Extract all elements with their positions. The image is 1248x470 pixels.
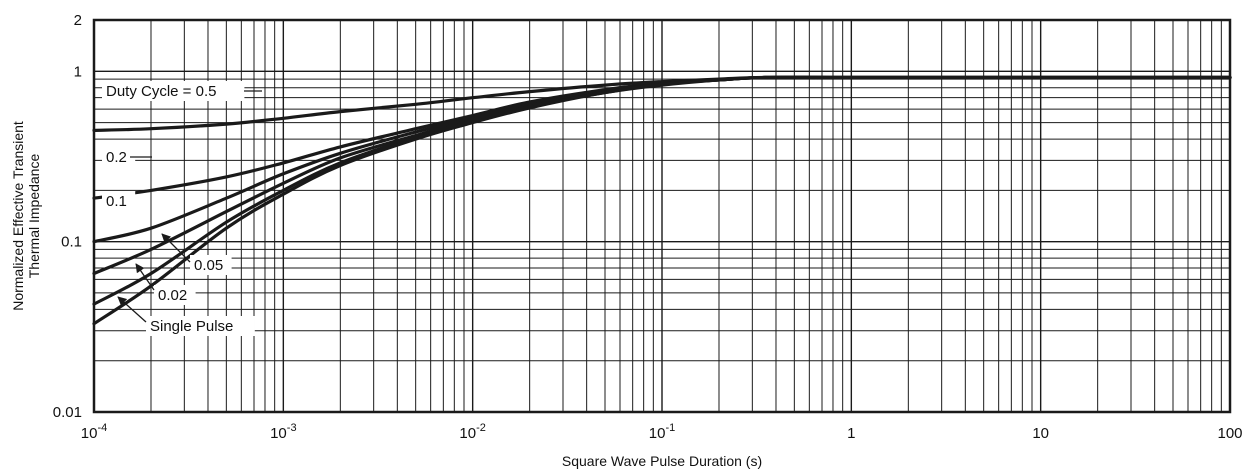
- annotation-layer: Duty Cycle = 0.5 0.2 0.1 0.05 0.02 Single Pul…: [102, 81, 262, 336]
- y-axis-title-line-2: Thermal Impedance: [26, 154, 42, 279]
- annotation-label: 0.05: [194, 257, 223, 274]
- annotation-6: Single Pulse: [117, 296, 255, 336]
- annotation-2: 0.2: [102, 147, 152, 167]
- y-tick-label: 2: [74, 12, 82, 29]
- x-tick-label: 10-3: [270, 422, 296, 442]
- x-tick-label: 10: [1032, 425, 1049, 442]
- y-axis-title-line-1: Normalized Effective Transient: [10, 121, 26, 311]
- annotation-3: 0.1: [102, 191, 136, 211]
- plot-frame: [92, 18, 1232, 414]
- annotation-label: Duty Cycle = 0.5: [106, 83, 216, 100]
- annotation-label: 0.2: [106, 149, 127, 166]
- annotation-background: [102, 147, 136, 167]
- annotation-5: 0.02: [135, 263, 196, 305]
- grid-layer: [94, 20, 1230, 412]
- annotation-background: [146, 316, 255, 336]
- x-tick-label: 100: [1217, 425, 1242, 442]
- x-axis-title: Square Wave Pulse Duration (s): [562, 453, 762, 469]
- annotation-background: [190, 255, 232, 275]
- annotation-background: [102, 191, 136, 211]
- y-tick-label: 0.1: [61, 234, 82, 251]
- x-tick-label: 10-1: [649, 422, 675, 442]
- tick-label-layer: 10-4 10-3 10-2 10-1 1 10 100 0.01 0.1 1 2: [53, 12, 1243, 442]
- x-tick-label: 10-2: [459, 422, 485, 442]
- annotation-label: 0.1: [106, 193, 127, 210]
- annotation-4: 0.05: [161, 233, 232, 275]
- annotation-background: [154, 285, 196, 305]
- annotation-label: 0.02: [158, 287, 187, 304]
- annotation-leader: [117, 296, 147, 323]
- annotation-1: Duty Cycle = 0.5: [102, 81, 262, 101]
- annotation-leader: [135, 263, 155, 291]
- annotation-label: Single Pulse: [150, 318, 233, 335]
- series-layer: [92, 75, 1232, 326]
- series-line-6: [92, 75, 1232, 326]
- y-tick-label: 0.01: [53, 404, 82, 421]
- annotation-leader: [161, 233, 191, 263]
- annotation-background: [102, 81, 245, 101]
- x-tick-label: 10-4: [81, 422, 107, 442]
- y-tick-label: 1: [74, 63, 82, 80]
- x-tick-label: 1: [847, 425, 855, 442]
